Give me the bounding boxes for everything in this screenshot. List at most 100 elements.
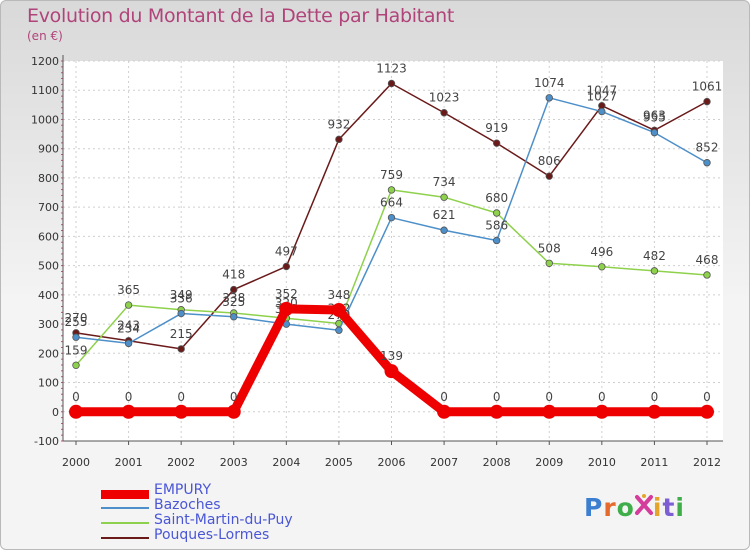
y-tick-label: 100 — [38, 377, 59, 390]
chart-subtitle: (en €) — [27, 29, 63, 43]
data-label-empury: 0 — [703, 390, 711, 404]
data-point-bazoches — [335, 326, 343, 334]
data-point-pouques-lormes — [703, 97, 711, 106]
data-label-bazoches: 955 — [643, 111, 666, 125]
legend-swatch-bazoches — [101, 507, 149, 509]
data-point-bazoches — [492, 236, 501, 245]
legend-item: Bazoches — [101, 497, 361, 515]
logo-letter: P — [584, 493, 604, 522]
legend-item: EMPURY — [101, 482, 361, 500]
data-point-saint-martin-du-puy — [545, 259, 553, 267]
data-point-saint-martin-du-puy — [124, 301, 133, 309]
data-point-bazoches — [124, 339, 133, 348]
x-tick-label: 2005 — [325, 456, 353, 469]
y-tick-label: 700 — [38, 201, 59, 214]
data-label-saint-martin-du-puy: 482 — [643, 249, 666, 263]
data-point-empury — [384, 364, 399, 379]
data-label-pouques-lormes: 270 — [65, 311, 88, 325]
data-label-pouques-lormes: 963 — [643, 108, 666, 122]
y-tick-label: -100 — [34, 435, 59, 448]
y-tick-label: 800 — [38, 172, 59, 185]
chart-title: Evolution du Montant de la Dette par Hab… — [27, 5, 455, 27]
data-label-pouques-lormes: 418 — [222, 268, 245, 282]
data-label-bazoches: 1074 — [534, 76, 565, 90]
x-tick-label: 2008 — [483, 456, 511, 469]
data-point-empury — [437, 404, 452, 419]
data-point-pouques-lormes — [335, 135, 343, 144]
data-point-pouques-lormes — [492, 139, 501, 147]
legend-swatch-saint-martin — [101, 522, 149, 524]
data-point-bazoches — [598, 107, 606, 116]
data-label-saint-martin-du-puy: 734 — [433, 175, 456, 189]
data-label-bazoches: 255 — [65, 315, 88, 329]
data-point-bazoches — [72, 333, 80, 341]
x-tick-label: 2006 — [378, 456, 406, 469]
data-point-pouques-lormes — [545, 172, 553, 180]
x-tick-label: 2009 — [535, 456, 563, 469]
logo-letter: t — [662, 493, 676, 522]
y-tick-label: 0 — [52, 406, 59, 419]
data-label-saint-martin-du-puy: 496 — [590, 245, 613, 259]
data-label-empury: 0 — [230, 390, 238, 404]
data-point-empury — [69, 404, 83, 419]
data-label-pouques-lormes: 919 — [485, 121, 508, 135]
y-tick-label: 500 — [38, 260, 59, 273]
legend-label-pouques: Pouques-Lormes — [154, 527, 270, 543]
x-tick-label: 2004 — [272, 456, 300, 469]
legend-label-saint-martin: Saint-Martin-du-Puy — [154, 512, 293, 528]
logo-letter: o — [616, 493, 635, 522]
data-point-saint-martin-du-puy — [440, 193, 448, 201]
data-point-bazoches — [545, 94, 553, 102]
data-label-saint-martin-du-puy: 508 — [538, 241, 561, 255]
data-label-saint-martin-du-puy: 680 — [485, 191, 508, 205]
y-tick-label: 200 — [38, 347, 59, 360]
data-point-bazoches — [387, 213, 396, 222]
data-label-pouques-lormes: 1023 — [429, 91, 460, 105]
logo-x-icon — [634, 491, 653, 516]
data-point-empury — [489, 404, 504, 419]
data-label-empury: 0 — [125, 390, 133, 404]
x-tick-label: 2010 — [588, 456, 616, 469]
y-tick-label: 1100 — [31, 84, 59, 97]
y-tick-label: 1000 — [31, 113, 59, 126]
data-label-bazoches: 621 — [433, 208, 456, 222]
data-label-empury: 0 — [72, 390, 80, 404]
data-label-pouques-lormes: 1123 — [376, 62, 407, 76]
x-tick-label: 2012 — [693, 456, 721, 469]
x-tick-label: 2001 — [115, 456, 143, 469]
x-tick-label: 2000 — [62, 456, 90, 469]
data-label-pouques-lormes: 806 — [538, 154, 561, 168]
data-point-bazoches — [650, 128, 659, 137]
y-tick-label: 900 — [38, 143, 59, 156]
data-label-pouques-lormes: 215 — [170, 327, 193, 341]
data-label-empury: 0 — [177, 390, 185, 404]
data-point-bazoches — [703, 159, 711, 167]
logo-letter: r — [603, 493, 617, 522]
x-tick-label: 2007 — [430, 456, 458, 469]
data-label-empury: 0 — [493, 390, 501, 404]
data-label-bazoches: 325 — [222, 295, 245, 309]
data-label-empury: 139 — [380, 349, 403, 363]
data-label-empury: 0 — [651, 390, 659, 404]
x-tick-label: 2003 — [220, 456, 248, 469]
data-label-saint-martin-du-puy: 365 — [117, 283, 140, 297]
data-point-empury — [174, 404, 189, 419]
data-point-pouques-lormes — [440, 109, 448, 117]
data-label-saint-martin-du-puy: 159 — [65, 343, 88, 357]
data-point-pouques-lormes — [177, 345, 185, 353]
legend-item: Pouques-Lormes — [101, 527, 361, 545]
data-point-bazoches — [230, 313, 238, 321]
legend-swatch-empury — [101, 490, 149, 499]
data-point-empury — [331, 303, 346, 318]
data-point-empury — [700, 404, 714, 419]
data-point-pouques-lormes — [230, 285, 238, 294]
data-label-empury: 0 — [440, 390, 448, 404]
data-label-saint-martin-du-puy: 759 — [380, 168, 403, 182]
data-point-saint-martin-du-puy — [703, 271, 711, 279]
proxiti-logo: Pro iti — [584, 491, 685, 522]
data-label-saint-martin-du-puy: 349 — [170, 288, 193, 302]
y-tick-label: 600 — [38, 230, 59, 243]
logo-letter: i — [675, 493, 685, 522]
legend-swatch-pouques — [101, 537, 149, 539]
data-point-empury — [647, 404, 662, 419]
